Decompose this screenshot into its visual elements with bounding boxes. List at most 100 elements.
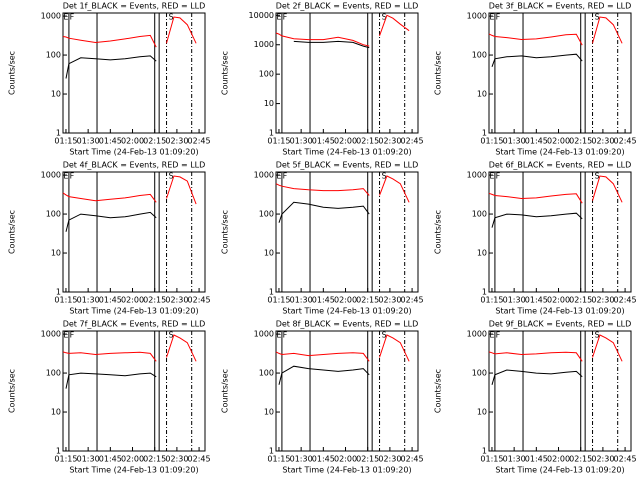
plot-frame — [62, 330, 206, 452]
y-tick-label: 1000 — [254, 171, 274, 180]
event-label: F — [70, 172, 75, 181]
x-tick-label: 01:15 — [480, 455, 503, 464]
event-label: S — [381, 172, 386, 181]
series-line — [278, 201, 370, 223]
x-tick-label: 02:15 — [569, 137, 592, 146]
x-tick-label: 02:45 — [401, 455, 424, 464]
x-tick-label: 01:15 — [267, 137, 290, 146]
x-tick-label: 01:30 — [290, 455, 313, 464]
x-tick-label: 01:30 — [290, 137, 313, 146]
y-tick-label: 10 — [51, 90, 61, 99]
y-axis-label: Counts/sec — [221, 369, 230, 413]
series-line — [488, 16, 623, 46]
y-axis-label: Counts/sec — [8, 369, 17, 413]
plot-frame — [62, 12, 206, 134]
x-tick-label: 01:30 — [77, 455, 100, 464]
series-line — [491, 53, 583, 67]
series-line — [65, 55, 157, 79]
x-tick-label: 01:45 — [312, 455, 335, 464]
x-tick-label: 02:15 — [356, 137, 379, 146]
x-tick-label: 02:45 — [614, 455, 637, 464]
x-tick-label: 01:30 — [503, 137, 526, 146]
plot-frame — [275, 171, 419, 293]
y-tick-label: 100 — [259, 210, 274, 219]
x-tick-label: 02:45 — [188, 137, 211, 146]
x-tick-label: 02:00 — [121, 137, 144, 146]
x-tick-label: 02:30 — [165, 137, 188, 146]
plot-frame — [488, 330, 632, 452]
event-label: E — [276, 172, 281, 181]
x-tick-label: 02:15 — [143, 455, 166, 464]
x-tick-label: 02:15 — [143, 296, 166, 305]
event-label: S — [381, 13, 386, 22]
x-axis-label: Start Time (24-Feb-13 01:09:20) — [495, 148, 624, 157]
event-label: F — [70, 13, 75, 22]
y-tick-label: 1 — [269, 129, 274, 138]
series-line — [488, 334, 623, 362]
event-label: E — [276, 331, 281, 340]
event-label: E — [276, 13, 281, 22]
series-line — [62, 16, 197, 48]
x-tick-label: 01:45 — [525, 137, 548, 146]
event-label: E — [489, 172, 494, 181]
event-label: S — [168, 172, 173, 181]
y-tick-label: 100 — [46, 51, 61, 60]
series-line — [488, 175, 623, 204]
x-tick-label: 01:30 — [503, 296, 526, 305]
x-tick-label: 01:45 — [312, 296, 335, 305]
x-tick-label: 02:00 — [547, 296, 570, 305]
plot-frame — [62, 171, 206, 293]
y-tick-label: 10 — [264, 249, 274, 258]
x-tick-label: 01:45 — [525, 296, 548, 305]
y-tick-label: 1000 — [467, 330, 487, 339]
x-tick-label: 01:15 — [54, 455, 77, 464]
x-axis-label: Start Time (24-Feb-13 01:09:20) — [495, 307, 624, 316]
x-axis-label: Start Time (24-Feb-13 01:09:20) — [282, 466, 411, 475]
event-label: F — [496, 13, 501, 22]
x-tick-label: 02:45 — [401, 296, 424, 305]
x-axis-label: Start Time (24-Feb-13 01:09:20) — [69, 466, 198, 475]
y-tick-label: 1 — [56, 288, 61, 297]
y-tick-label: 1000 — [41, 171, 61, 180]
y-tick-label: 1000 — [41, 330, 61, 339]
x-tick-label: 01:15 — [480, 296, 503, 305]
y-axis-label: Counts/sec — [434, 210, 443, 254]
y-axis-label: Counts/sec — [8, 210, 17, 254]
y-tick-label: 1000 — [41, 12, 61, 21]
x-tick-label: 01:30 — [77, 296, 100, 305]
plot-frame — [488, 12, 632, 134]
x-tick-label: 02:00 — [334, 137, 357, 146]
y-tick-label: 1000 — [254, 330, 274, 339]
chart-title: Det 7f_BLACK = Events, RED = LLD — [63, 320, 206, 329]
x-tick-label: 02:30 — [165, 455, 188, 464]
event-label: F — [283, 331, 288, 340]
x-tick-label: 01:30 — [290, 296, 313, 305]
event-label: S — [381, 331, 386, 340]
x-tick-label: 02:15 — [569, 296, 592, 305]
x-tick-label: 01:45 — [99, 455, 122, 464]
x-tick-label: 02:00 — [334, 455, 357, 464]
event-label: S — [594, 13, 599, 22]
x-tick-label: 01:45 — [312, 137, 335, 146]
x-tick-label: 02:00 — [334, 296, 357, 305]
x-tick-label: 02:30 — [378, 455, 401, 464]
y-tick-label: 100 — [472, 51, 487, 60]
series-line — [491, 212, 583, 228]
y-tick-label: 1000 — [254, 40, 274, 49]
event-label: F — [283, 172, 288, 181]
event-label: S — [168, 331, 173, 340]
series-line — [65, 372, 157, 389]
x-tick-label: 02:30 — [591, 137, 614, 146]
event-label: E — [489, 13, 494, 22]
y-tick-label: 1 — [56, 447, 61, 456]
y-tick-label: 10 — [51, 249, 61, 258]
series-line — [62, 175, 197, 205]
x-tick-label: 02:15 — [143, 137, 166, 146]
x-tick-label: 02:30 — [378, 137, 401, 146]
y-tick-label: 10 — [477, 408, 487, 417]
x-tick-label: 01:45 — [99, 296, 122, 305]
y-tick-label: 100 — [472, 210, 487, 219]
plot-frame — [275, 330, 419, 452]
x-tick-label: 02:45 — [188, 455, 211, 464]
